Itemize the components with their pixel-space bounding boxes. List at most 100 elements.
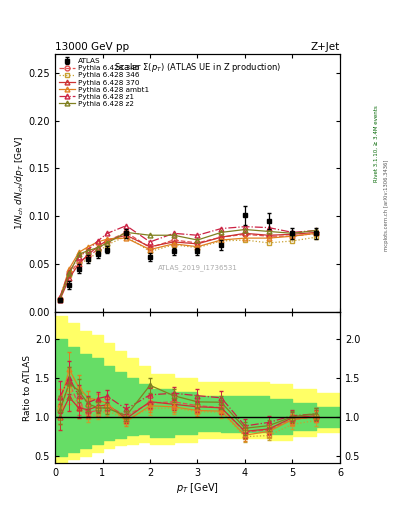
Pythia 6.428 ambt1	[148, 246, 152, 252]
Pythia 6.428 346	[124, 233, 129, 239]
Pythia 6.428 ambt1	[67, 266, 72, 272]
Pythia 6.428 z1	[148, 239, 152, 245]
Pythia 6.428 ambt1	[171, 241, 176, 247]
Pythia 6.428 345	[242, 231, 247, 238]
Pythia 6.428 346	[290, 238, 295, 244]
Line: Pythia 6.428 370: Pythia 6.428 370	[57, 230, 319, 303]
Pythia 6.428 345	[314, 230, 319, 237]
Pythia 6.428 345	[86, 253, 91, 260]
Pythia 6.428 z1	[95, 238, 100, 244]
Pythia 6.428 z2	[266, 228, 271, 234]
Pythia 6.428 z2	[105, 240, 110, 246]
Text: ATLAS_2019_I1736531: ATLAS_2019_I1736531	[158, 264, 237, 271]
Text: Rivet 3.1.10, ≥ 3.4M events: Rivet 3.1.10, ≥ 3.4M events	[374, 105, 379, 182]
Pythia 6.428 346	[76, 261, 81, 267]
Pythia 6.428 z2	[290, 230, 295, 237]
Pythia 6.428 345	[124, 229, 129, 236]
Pythia 6.428 ambt1	[266, 235, 271, 241]
Pythia 6.428 345	[219, 234, 224, 240]
Pythia 6.428 346	[171, 242, 176, 248]
Line: Pythia 6.428 z1: Pythia 6.428 z1	[57, 223, 319, 300]
Pythia 6.428 370	[95, 244, 100, 250]
Text: Z+Jet: Z+Jet	[311, 41, 340, 52]
Pythia 6.428 z2	[86, 247, 91, 253]
Pythia 6.428 z1	[105, 230, 110, 237]
Y-axis label: Ratio to ATLAS: Ratio to ATLAS	[23, 354, 32, 420]
Pythia 6.428 ambt1	[195, 244, 200, 250]
Pythia 6.428 z1	[242, 224, 247, 230]
Pythia 6.428 370	[314, 229, 319, 236]
Pythia 6.428 z2	[314, 227, 319, 233]
Pythia 6.428 z2	[67, 270, 72, 276]
Pythia 6.428 345	[148, 245, 152, 251]
Line: Pythia 6.428 346: Pythia 6.428 346	[57, 234, 319, 302]
Pythia 6.428 370	[242, 230, 247, 237]
Pythia 6.428 ambt1	[124, 235, 129, 241]
Pythia 6.428 z1	[290, 229, 295, 236]
Pythia 6.428 ambt1	[95, 239, 100, 245]
Pythia 6.428 346	[242, 237, 247, 243]
Pythia 6.428 345	[195, 240, 200, 246]
Pythia 6.428 z2	[171, 232, 176, 238]
Pythia 6.428 345	[171, 237, 176, 243]
Pythia 6.428 ambt1	[242, 235, 247, 241]
Pythia 6.428 345	[57, 296, 62, 302]
Pythia 6.428 z1	[67, 268, 72, 274]
Y-axis label: $1/N_{ch}\; dN_{ch}/dp_T$ [GeV]: $1/N_{ch}\; dN_{ch}/dp_T$ [GeV]	[13, 136, 26, 230]
Pythia 6.428 370	[171, 239, 176, 245]
Pythia 6.428 370	[105, 237, 110, 243]
Line: Pythia 6.428 z2: Pythia 6.428 z2	[57, 227, 319, 302]
Text: mcplots.cern.ch [arXiv:1306.3436]: mcplots.cern.ch [arXiv:1306.3436]	[384, 159, 389, 250]
Text: 13000 GeV pp: 13000 GeV pp	[55, 41, 129, 52]
Pythia 6.428 ambt1	[76, 249, 81, 255]
Pythia 6.428 370	[76, 261, 81, 267]
Pythia 6.428 370	[57, 297, 62, 303]
Pythia 6.428 345	[290, 233, 295, 239]
Pythia 6.428 ambt1	[314, 230, 319, 237]
Pythia 6.428 z2	[195, 237, 200, 243]
Pythia 6.428 346	[314, 234, 319, 240]
Pythia 6.428 z2	[124, 229, 129, 236]
Pythia 6.428 z2	[95, 245, 100, 251]
Pythia 6.428 z2	[57, 296, 62, 302]
Pythia 6.428 z2	[242, 226, 247, 232]
Pythia 6.428 z2	[76, 251, 81, 258]
Pythia 6.428 ambt1	[290, 233, 295, 239]
Pythia 6.428 z1	[76, 254, 81, 260]
Pythia 6.428 z2	[148, 232, 152, 238]
Pythia 6.428 z2	[219, 229, 224, 236]
Pythia 6.428 370	[266, 232, 271, 238]
Pythia 6.428 346	[148, 248, 152, 254]
Pythia 6.428 ambt1	[57, 295, 62, 302]
Pythia 6.428 ambt1	[105, 236, 110, 242]
Text: Scalar $\Sigma(p_T)$ (ATLAS UE in Z production): Scalar $\Sigma(p_T)$ (ATLAS UE in Z prod…	[114, 61, 281, 75]
Pythia 6.428 370	[86, 251, 91, 258]
Pythia 6.428 345	[266, 233, 271, 239]
Pythia 6.428 346	[219, 238, 224, 244]
Pythia 6.428 z1	[314, 227, 319, 233]
Pythia 6.428 z1	[195, 232, 200, 238]
Pythia 6.428 z1	[86, 246, 91, 252]
Legend: ATLAS, Pythia 6.428 345, Pythia 6.428 346, Pythia 6.428 370, Pythia 6.428 ambt1,: ATLAS, Pythia 6.428 345, Pythia 6.428 34…	[58, 57, 151, 109]
Pythia 6.428 ambt1	[86, 244, 91, 250]
Pythia 6.428 z1	[57, 294, 62, 301]
Line: Pythia 6.428 ambt1: Pythia 6.428 ambt1	[57, 231, 319, 301]
Pythia 6.428 345	[67, 270, 72, 276]
Pythia 6.428 346	[67, 272, 72, 279]
Pythia 6.428 345	[95, 246, 100, 252]
Pythia 6.428 345	[105, 238, 110, 244]
Pythia 6.428 370	[67, 275, 72, 281]
Pythia 6.428 370	[195, 241, 200, 247]
Pythia 6.428 z1	[219, 225, 224, 231]
Pythia 6.428 346	[57, 296, 62, 302]
Pythia 6.428 346	[95, 249, 100, 255]
Pythia 6.428 346	[266, 240, 271, 246]
Pythia 6.428 z1	[266, 225, 271, 231]
Pythia 6.428 345	[76, 259, 81, 265]
Pythia 6.428 346	[105, 242, 110, 248]
Pythia 6.428 346	[195, 245, 200, 251]
X-axis label: $p_T$ [GeV]: $p_T$ [GeV]	[176, 481, 219, 495]
Pythia 6.428 370	[290, 231, 295, 238]
Pythia 6.428 370	[219, 234, 224, 240]
Pythia 6.428 z1	[124, 223, 129, 229]
